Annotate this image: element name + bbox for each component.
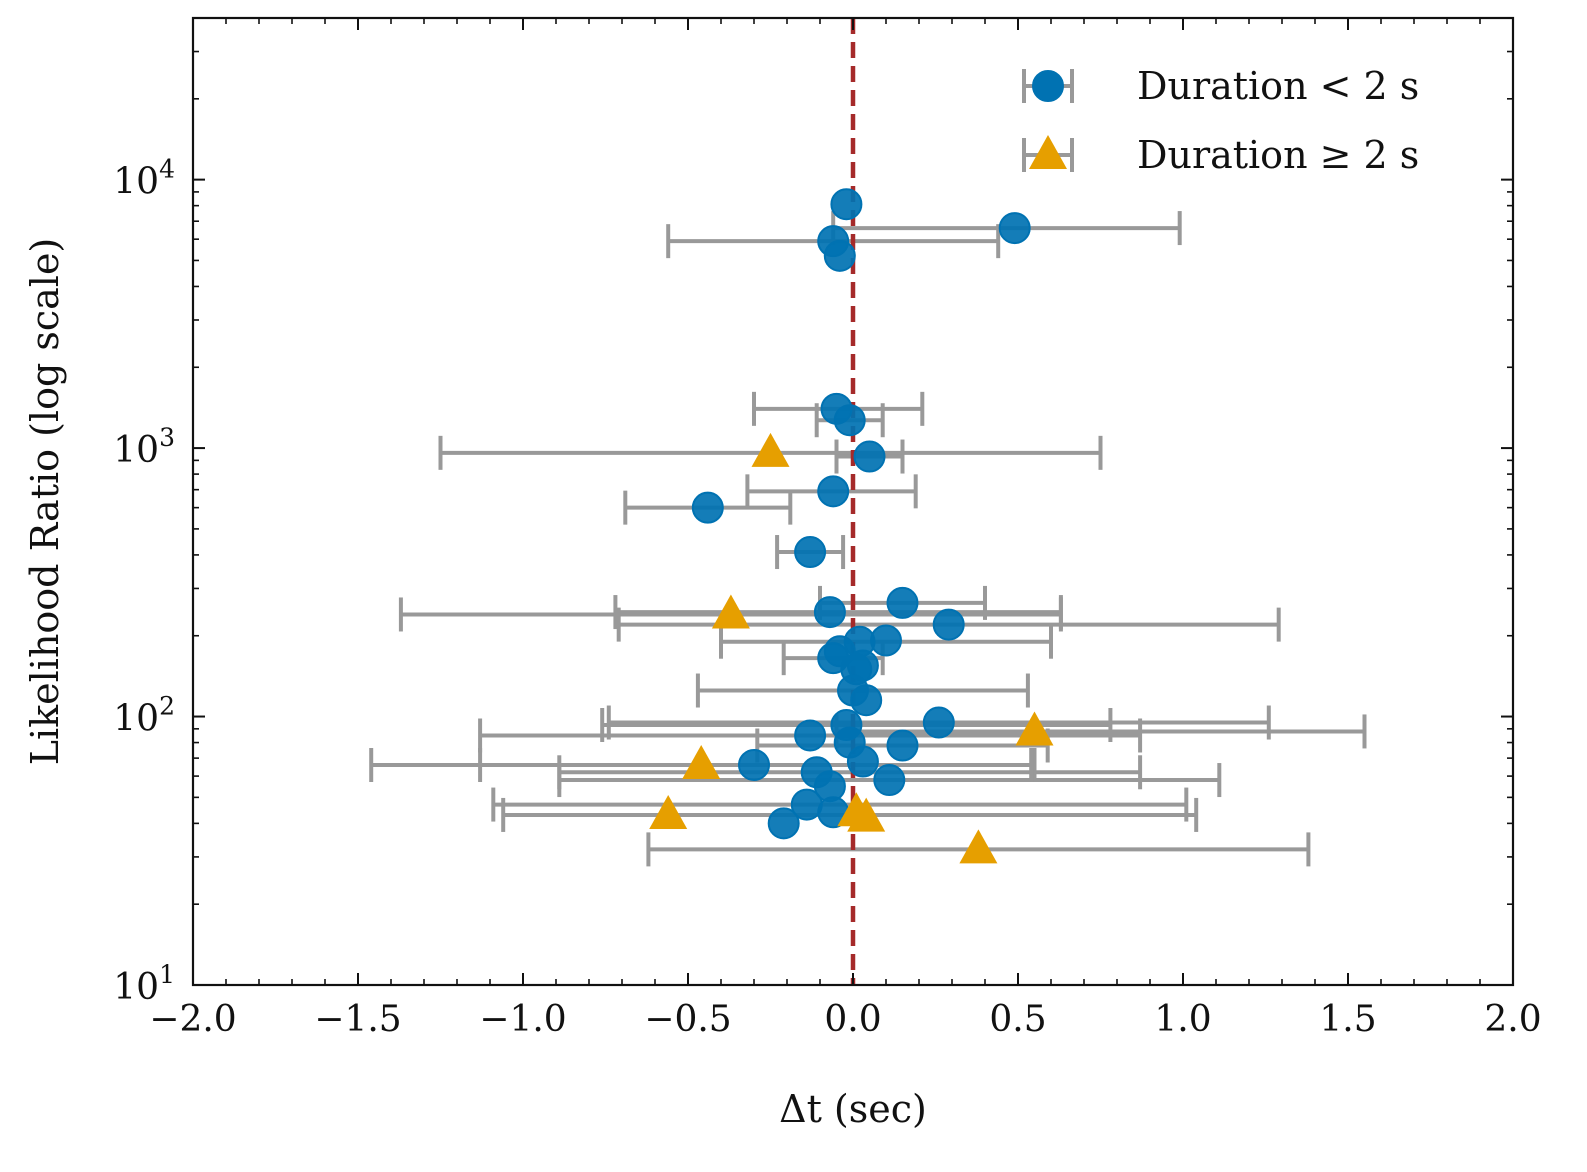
y-axis-label: Likelihood Ratio (log scale) bbox=[23, 238, 67, 766]
data-point bbox=[873, 764, 906, 797]
legend: Duration < 2 s Duration ≥ 2 s bbox=[1022, 64, 1419, 177]
x-tick-label: −1.5 bbox=[314, 999, 401, 1040]
x-tick-label: −2.0 bbox=[149, 999, 236, 1040]
data-point bbox=[847, 797, 886, 832]
x-tick-label: 0.5 bbox=[989, 999, 1046, 1040]
data-point bbox=[691, 491, 724, 524]
y-tick-label: 104 bbox=[113, 155, 175, 203]
data-point bbox=[959, 829, 998, 864]
data-point bbox=[711, 594, 750, 629]
data-point bbox=[794, 719, 827, 752]
data-point bbox=[682, 744, 721, 779]
data-point bbox=[794, 536, 827, 569]
markers-layer bbox=[649, 188, 1054, 864]
data-point bbox=[767, 807, 800, 840]
data-point bbox=[870, 624, 902, 657]
x-tick-label: 1.0 bbox=[1154, 999, 1211, 1040]
x-tick-labels: −2.0 −1.5 −1.0 −0.5 0.0 0.5 1.0 1.5 2.0 bbox=[149, 999, 1541, 1040]
legend-label: Duration ≥ 2 s bbox=[1137, 133, 1419, 177]
data-point bbox=[850, 684, 883, 717]
y-tick-label: 103 bbox=[113, 423, 175, 471]
data-point bbox=[886, 586, 919, 619]
data-point bbox=[833, 404, 866, 437]
x-tick-label: −1.0 bbox=[479, 999, 566, 1040]
data-point bbox=[649, 794, 688, 829]
y-tick-label: 101 bbox=[113, 960, 175, 1008]
data-point bbox=[932, 608, 965, 641]
data-point bbox=[830, 188, 863, 221]
x-tick-label: 2.0 bbox=[1484, 999, 1541, 1040]
ticks-layer bbox=[192, 17, 1514, 986]
y-tick-label: 102 bbox=[113, 692, 175, 740]
x-tick-label: 1.5 bbox=[1319, 999, 1376, 1040]
data-point bbox=[1015, 711, 1054, 746]
legend-marker-triangle bbox=[1029, 135, 1067, 169]
data-point bbox=[751, 432, 790, 467]
legend-marker-circle bbox=[1032, 70, 1064, 102]
data-point bbox=[886, 729, 919, 762]
data-point bbox=[813, 596, 846, 629]
legend-label: Duration < 2 s bbox=[1137, 64, 1419, 108]
data-point bbox=[846, 745, 879, 778]
x-axis-label: Δt (sec) bbox=[779, 1087, 927, 1131]
x-tick-label: −0.5 bbox=[644, 999, 731, 1040]
data-point bbox=[738, 748, 770, 781]
data-point bbox=[853, 440, 886, 473]
data-point bbox=[998, 212, 1031, 245]
data-point bbox=[922, 706, 955, 739]
y-tick-labels: 101 102 103 104 bbox=[113, 155, 175, 1008]
data-point bbox=[817, 475, 850, 508]
x-tick-label: 0.0 bbox=[824, 999, 881, 1040]
data-point bbox=[823, 239, 856, 272]
